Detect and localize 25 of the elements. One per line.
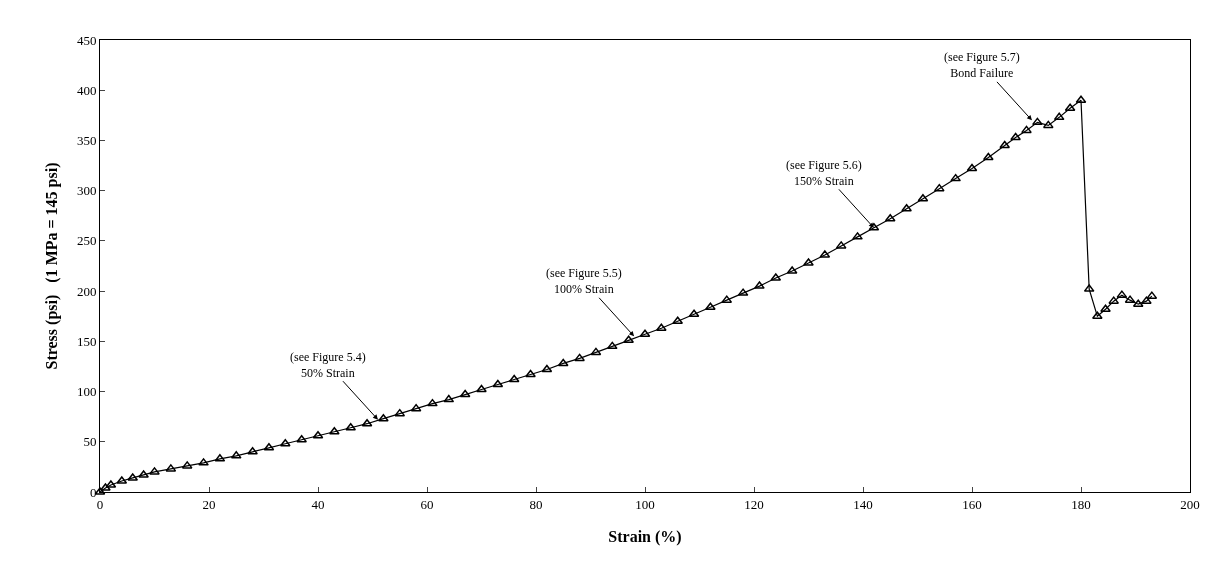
y-tick-label: 400 xyxy=(76,82,97,98)
x-tick-label: 80 xyxy=(529,496,543,512)
y-tick-label: 250 xyxy=(76,233,97,249)
x-tick-label: 200 xyxy=(1180,496,1200,512)
x-tick-label: 20 xyxy=(202,496,216,512)
x-tick-label: 180 xyxy=(1071,496,1091,512)
x-tick-label: 100 xyxy=(635,496,655,512)
x-tick-label: 160 xyxy=(962,496,982,512)
x-tick-label: 60 xyxy=(420,496,434,512)
y-tick-label: 200 xyxy=(76,283,97,299)
x-tick-label: 140 xyxy=(853,496,873,512)
annotation: (see Figure 5.6) 150% Strain xyxy=(786,158,862,188)
annotation: (see Figure 5.5) 100% Strain xyxy=(546,266,622,296)
y-tick-label: 100 xyxy=(76,384,97,400)
annotation: (see Figure 5.4) 50% Strain xyxy=(290,350,366,380)
y-tick-label: 300 xyxy=(76,183,97,199)
annotation: (see Figure 5.7) Bond Failure xyxy=(944,50,1020,80)
x-tick-label: 40 xyxy=(311,496,325,512)
y-tick-label: 350 xyxy=(76,132,97,148)
y-tick-label: 450 xyxy=(76,32,97,48)
x-axis-title: Strain (%) xyxy=(608,528,682,547)
y-axis-title: Stress (psi) (1 MPa = 145 psi) xyxy=(42,162,61,370)
y-tick-label: 50 xyxy=(83,434,97,450)
y-tick-label: 150 xyxy=(76,333,97,349)
x-tick-label: 120 xyxy=(744,496,764,512)
